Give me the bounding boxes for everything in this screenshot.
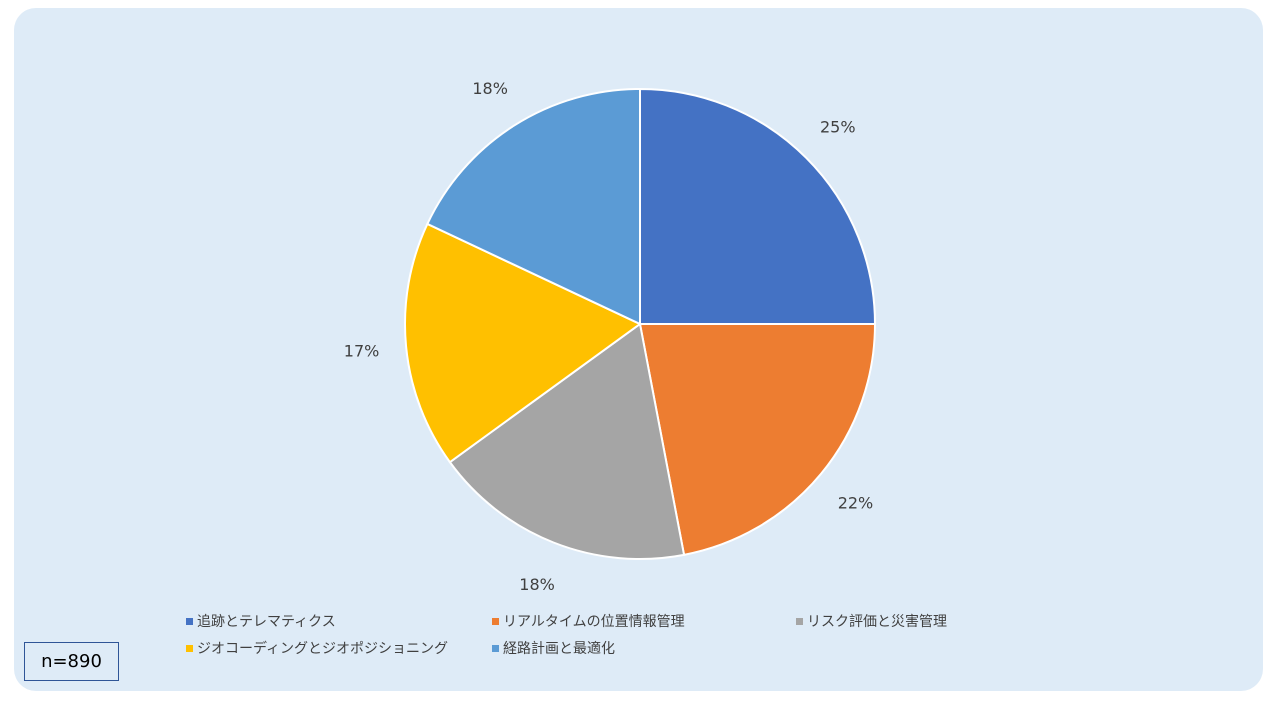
legend-label-4: ジオコーディングとジオポジショニング (197, 641, 449, 657)
sample-size-label: n=890 (41, 651, 102, 672)
legend-label-3: リスク評価と災害管理 (807, 614, 947, 630)
legend-swatch-4 (186, 644, 193, 652)
pie-slices (404, 87, 877, 560)
legend-label-1: 追跡とテレマティクス (197, 614, 336, 630)
pie-label-3: 18% (519, 575, 555, 594)
legend-item-1: 追跡とテレマティクス (186, 611, 336, 631)
legend-label-2: リアルタイムの位置情報管理 (503, 614, 685, 630)
legend-swatch-2 (492, 617, 499, 625)
legend-item-5: 経路計画と最適化 (492, 638, 615, 658)
pie-slice-1 (639, 87, 877, 325)
legend-swatch-3 (796, 617, 803, 625)
legend-swatch-1 (186, 617, 193, 625)
pie-label-2: 22% (838, 493, 874, 512)
legend-label-5: 経路計画と最適化 (503, 641, 615, 657)
pie-slice-3 (448, 322, 686, 560)
legend-item-3: リスク評価と災害管理 (796, 611, 947, 631)
pie-slice-5 (426, 87, 641, 326)
pie-slice-4 (404, 222, 642, 464)
legend-item-4: ジオコーディングとジオポジショニング (186, 638, 448, 658)
sample-size-box: n=890 (24, 642, 119, 681)
legend-swatch-5 (492, 644, 499, 652)
pie-label-1: 25% (820, 117, 856, 136)
pie-data-labels: 25% 22% 18% 17% 18% (344, 79, 873, 594)
legend-item-2: リアルタイムの位置情報管理 (492, 611, 685, 631)
pie-label-5: 18% (472, 79, 508, 98)
pie-label-4: 17% (344, 341, 380, 360)
pie-slice-2 (638, 323, 877, 557)
